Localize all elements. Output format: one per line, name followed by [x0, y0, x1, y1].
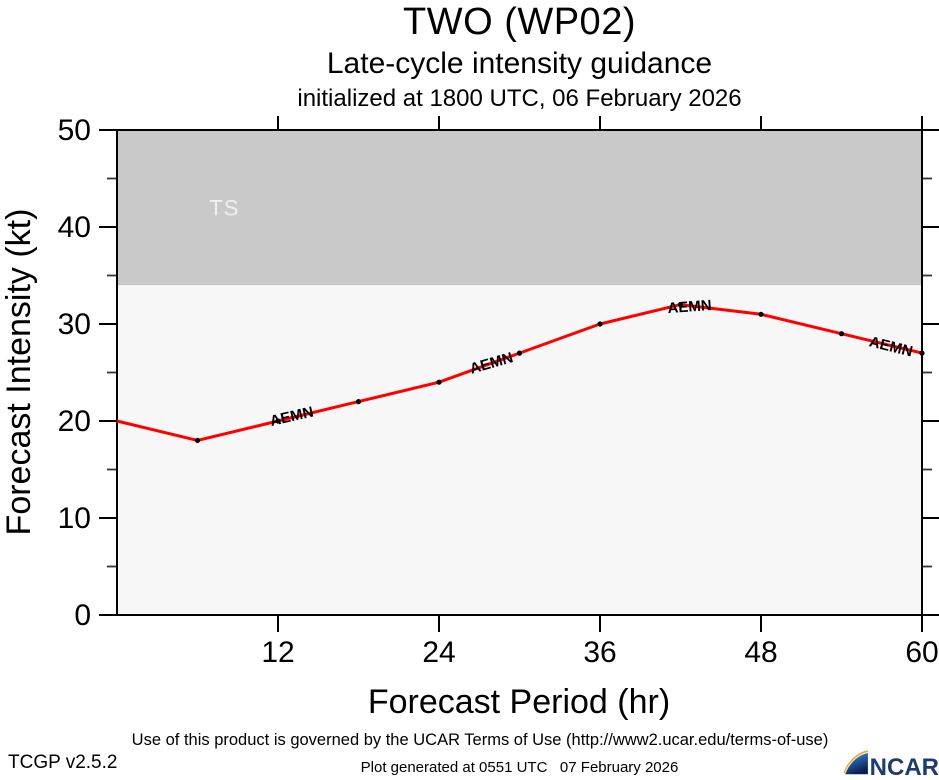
forecast-point-marker: [597, 321, 603, 327]
forecast-point-marker: [838, 331, 845, 337]
ncar-swoosh-icon: [843, 750, 869, 775]
forecast-point-marker: [677, 302, 684, 308]
x-axis-title: Forecast Period (hr): [368, 683, 670, 721]
tcgp-version-label: TCGP v2.5.2: [8, 752, 118, 773]
forecast-point-marker: [436, 379, 442, 385]
y-tick-label: 10: [58, 502, 91, 535]
plot-subtitle: Late-cycle intensity guidance: [326, 47, 713, 80]
x-tick-label: 36: [583, 636, 616, 669]
x-tick-label: 48: [744, 636, 777, 669]
ncar-logo: NCAR: [843, 745, 939, 780]
ts-band-label: TS: [209, 196, 239, 221]
forecast-point-marker: [355, 399, 362, 405]
x-tick-label: 24: [422, 636, 455, 669]
y-axis-title: Forecast Intensity (kt): [0, 209, 38, 536]
forecast-point-marker: [194, 437, 201, 443]
forecast-point-marker: [516, 350, 523, 356]
plot-generated-line: Plot generated at 0551 UTC 07 February 2…: [360, 759, 679, 776]
y-tick-label: 30: [58, 308, 91, 341]
init-time-line: initialized at 1800 UTC, 06 February 202…: [297, 85, 742, 112]
y-tick-label: 0: [74, 599, 91, 632]
y-tick-label: 50: [58, 114, 91, 147]
forecast-point-marker: [919, 350, 925, 356]
storm-title: TWO (WP02): [403, 1, 636, 43]
axis-frame: [116, 129, 923, 616]
y-tick-label: 40: [58, 211, 91, 244]
x-tick-label: 60: [905, 636, 938, 669]
forecast-point-marker: [275, 418, 281, 424]
x-tick-label: 12: [261, 636, 294, 669]
y-tick-label: 20: [58, 405, 91, 438]
terms-of-use-line: Use of this product is governed by the U…: [131, 731, 829, 749]
forecast-point-marker: [758, 311, 764, 317]
aemn-series-label: AEMN: [667, 297, 712, 317]
ts-band: [117, 130, 922, 286]
ncar-logo-text: NCAR: [869, 754, 939, 780]
